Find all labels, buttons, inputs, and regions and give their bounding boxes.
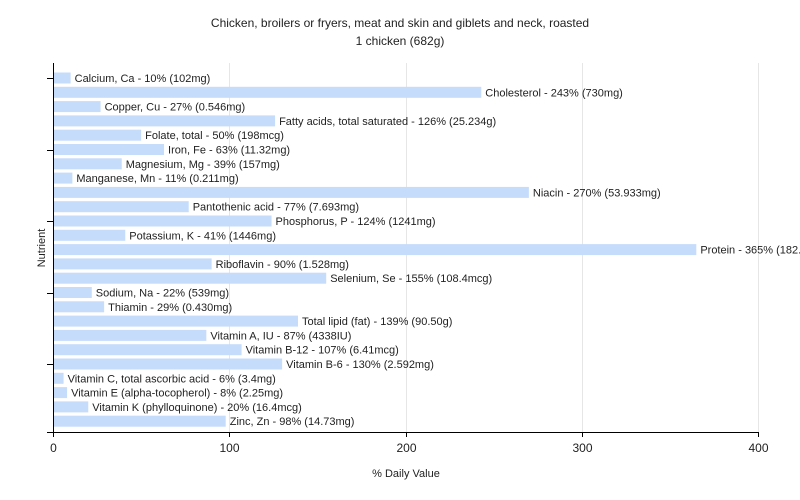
bars-layer: Calcium, Ca - 10% (102mg) Cholesterol - 2… [53, 72, 800, 428]
bar-16 [53, 301, 105, 313]
x-tick-label-4: 400 [748, 441, 768, 455]
bar-label-8: Niacin - 270% (53.933mg) [533, 187, 661, 199]
bar-label-16: Thiamin - 29% (0.430mg) [108, 302, 232, 314]
bar-label-21: Vitamin C, total ascorbic acid - 6% (3.4… [68, 373, 276, 385]
chart-title: Chicken, broilers or fryers, meat and sk… [211, 16, 589, 30]
bar-15 [53, 287, 92, 298]
bar-12 [53, 244, 697, 256]
bar-label-10: Phosphorus, P - 124% (1241mg) [276, 216, 436, 228]
bar-3 [53, 115, 276, 127]
bar-2 [53, 101, 101, 113]
bar-10 [53, 215, 272, 227]
bar-20 [53, 358, 283, 370]
x-tick-label-0: 0 [50, 441, 57, 455]
bar-label-3: Fatty acids, total saturated - 126% (25.… [279, 116, 496, 128]
bar-label-6: Magnesium, Mg - 39% (157mg) [126, 159, 280, 171]
bar-label-5: Iron, Fe - 63% (11.32mg) [168, 145, 290, 157]
bar-label-15: Sodium, Na - 22% (539mg) [96, 288, 229, 300]
bar-label-19: Vitamin B-12 - 107% (6.41mcg) [246, 345, 399, 357]
chart-subtitle: 1 chicken (682g) [356, 34, 445, 48]
bar-label-20: Vitamin B-6 - 130% (2.592mg) [286, 359, 434, 371]
bar-label-24: Zinc, Zn - 98% (14.73mg) [230, 416, 355, 428]
bar-9 [53, 201, 189, 213]
bar-4 [53, 129, 142, 141]
bar-11 [53, 229, 126, 241]
bar-1 [53, 86, 482, 98]
bar-label-12: Protein - 365% (182.64g) [700, 245, 800, 257]
bar-label-17: Total lipid (fat) - 139% (90.50g) [302, 316, 452, 328]
bar-19 [53, 344, 242, 356]
bar-label-23: Vitamin K (phylloquinone) - 20% (16.4mcg… [92, 402, 302, 414]
bar-14 [53, 272, 327, 284]
bar-21 [53, 372, 64, 384]
bar-label-7: Manganese, Mn - 11% (0.211mg) [76, 173, 238, 185]
bar-23 [53, 401, 89, 413]
bar-6 [53, 158, 122, 170]
bar-18 [53, 329, 207, 341]
bar-label-18: Vitamin A, IU - 87% (4338IU) [210, 330, 351, 342]
bar-label-9: Pantothenic acid - 77% (7.693mg) [193, 202, 359, 214]
bar-13 [53, 258, 212, 270]
y-axis-title: Nutrient [36, 229, 48, 268]
axis-layer: 0 100 200 300 400 [47, 63, 769, 455]
x-axis-title: % Daily Value [372, 468, 440, 480]
bar-label-1: Cholesterol - 243% (730mg) [485, 87, 623, 99]
bar-label-13: Riboflavin - 90% (1.528mg) [216, 259, 349, 271]
bar-label-22: Vitamin E (alpha-tocopherol) - 8% (2.25m… [71, 388, 283, 400]
x-tick-label-3: 300 [572, 441, 592, 455]
bar-label-2: Copper, Cu - 27% (0.546mg) [105, 102, 246, 114]
bar-label-4: Folate, total - 50% (198mcg) [145, 130, 284, 142]
bar-label-0: Calcium, Ca - 10% (102mg) [75, 73, 211, 85]
bar-17 [53, 315, 298, 327]
x-tick-label-2: 200 [396, 441, 416, 455]
bar-7 [53, 172, 73, 184]
bar-8 [53, 186, 529, 198]
bar-22 [53, 387, 68, 399]
bar-label-14: Selenium, Se - 155% (108.4mcg) [330, 273, 492, 285]
x-tick-label-1: 100 [219, 441, 239, 455]
bar-0 [53, 72, 71, 84]
bar-label-11: Potassium, K - 41% (1446mg) [129, 230, 276, 242]
bar-24 [53, 415, 226, 427]
bar-5 [53, 144, 165, 155]
